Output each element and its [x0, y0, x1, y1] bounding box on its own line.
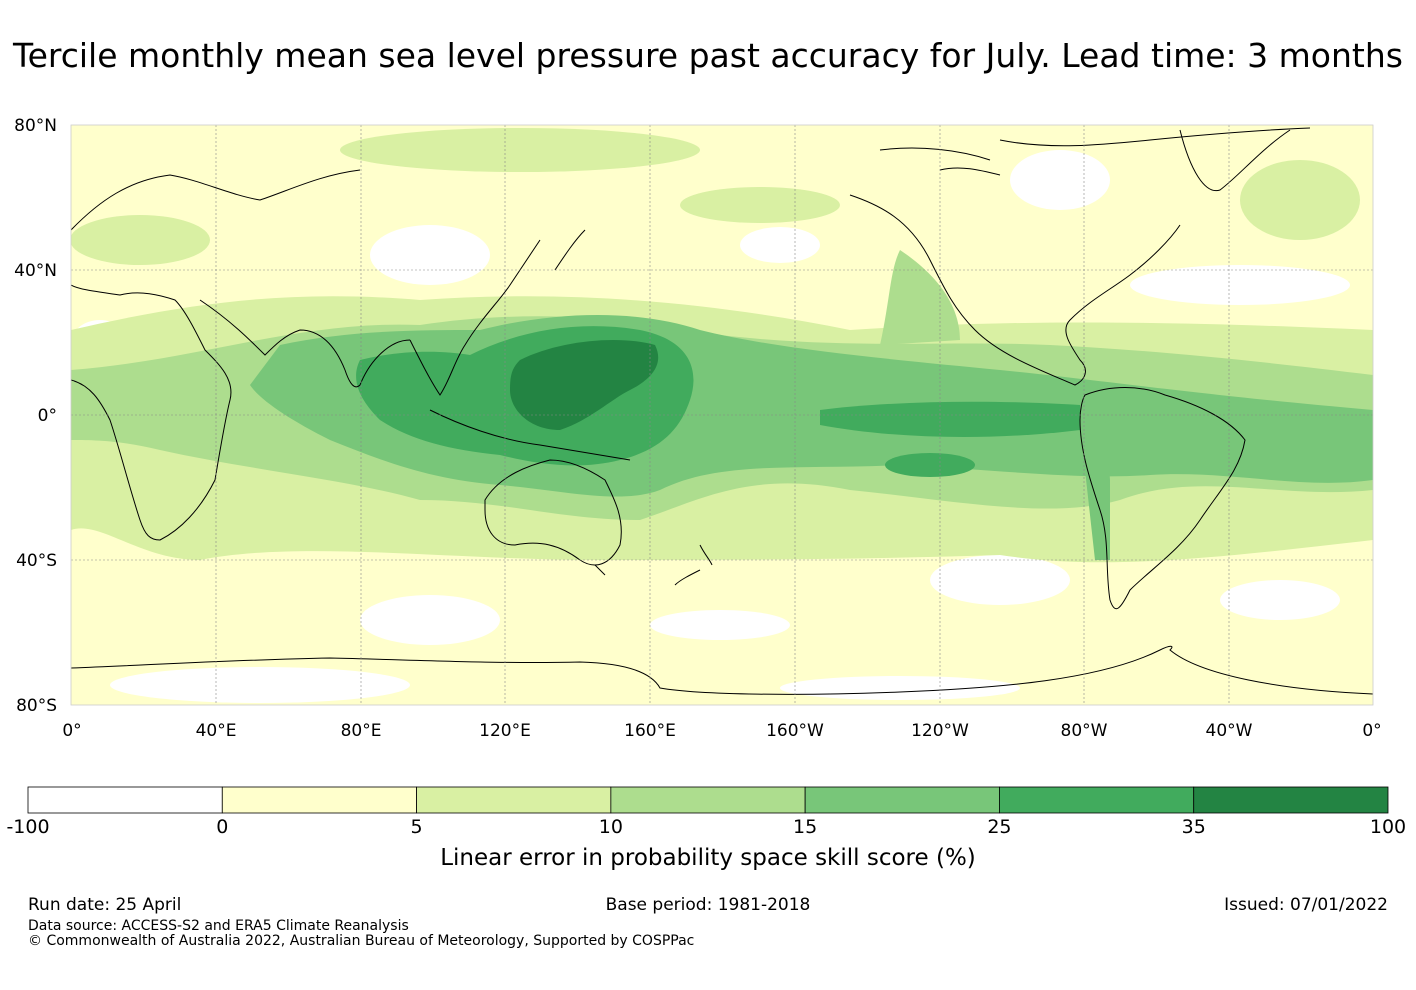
colorbar-tick-label: 0 — [216, 816, 228, 835]
lat-labels: 80°N 40°N 0° 40°S 80°S — [14, 116, 57, 716]
lon-label: 120°E — [479, 721, 531, 741]
colorbar-tick-label: 35 — [1182, 816, 1206, 835]
colorbar: -100 0 5 10 15 25 35 100 — [6, 786, 1406, 835]
run-date: Run date: 25 April — [28, 895, 182, 915]
colorbar-tick-label: 25 — [987, 816, 1011, 835]
lon-label: 0° — [1362, 721, 1381, 741]
colorbar-cell — [610, 786, 806, 814]
lon-label: 80°E — [341, 721, 382, 741]
map-frame — [70, 124, 1374, 706]
issued-date: Issued: 07/01/2022 — [1224, 895, 1388, 915]
skill-field — [71, 125, 1373, 705]
colorbar-cell — [1193, 786, 1389, 814]
lon-labels: 0° 40°E 80°E 120°E 160°E 160°W 120°W 80°… — [62, 721, 1381, 741]
lon-label: 0° — [62, 721, 81, 741]
lon-label: 160°E — [624, 721, 676, 741]
lat-label: 80°N — [14, 116, 57, 136]
base-period: Base period: 1981-2018 — [605, 895, 811, 915]
skill-35-100 — [510, 340, 659, 430]
lon-label: 120°W — [911, 721, 969, 741]
copyright: © Commonwealth of Australia 2022, Austra… — [28, 933, 695, 949]
colorbar-cell — [27, 786, 223, 814]
graticule — [71, 125, 1373, 705]
skill-score-map: 80°N 40°N 0° 40°S 80°S 0° 40°E 80°E 120°… — [14, 116, 1382, 741]
colorbar-label: Linear error in probability space skill … — [440, 845, 976, 871]
colorbar-tick-label: 5 — [411, 816, 423, 835]
lon-label: 160°W — [766, 721, 824, 741]
colorbar-cell — [221, 786, 417, 814]
lat-label: 40°S — [16, 551, 57, 571]
colorbar-cell — [804, 786, 1000, 814]
map-title: Tercile monthly mean sea level pressure … — [13, 36, 1403, 75]
data-source: Data source: ACCESS-S2 and ERA5 Climate … — [28, 918, 409, 934]
coastlines — [71, 127, 1373, 695]
lat-label: 80°S — [16, 696, 57, 716]
lat-label: 0° — [38, 406, 57, 426]
lon-label: 80°W — [1061, 721, 1108, 741]
colorbar-tick-label: 100 — [1370, 816, 1406, 835]
lon-label: 40°E — [196, 721, 237, 741]
colorbar-cell — [416, 786, 612, 814]
colorbar-cell — [999, 786, 1195, 814]
colorbar-tick-label: 15 — [793, 816, 817, 835]
lon-label: 40°W — [1206, 721, 1253, 741]
lat-label: 40°N — [14, 261, 57, 281]
colorbar-tick-label: 10 — [599, 816, 623, 835]
colorbar-tick-label: -100 — [6, 816, 49, 835]
